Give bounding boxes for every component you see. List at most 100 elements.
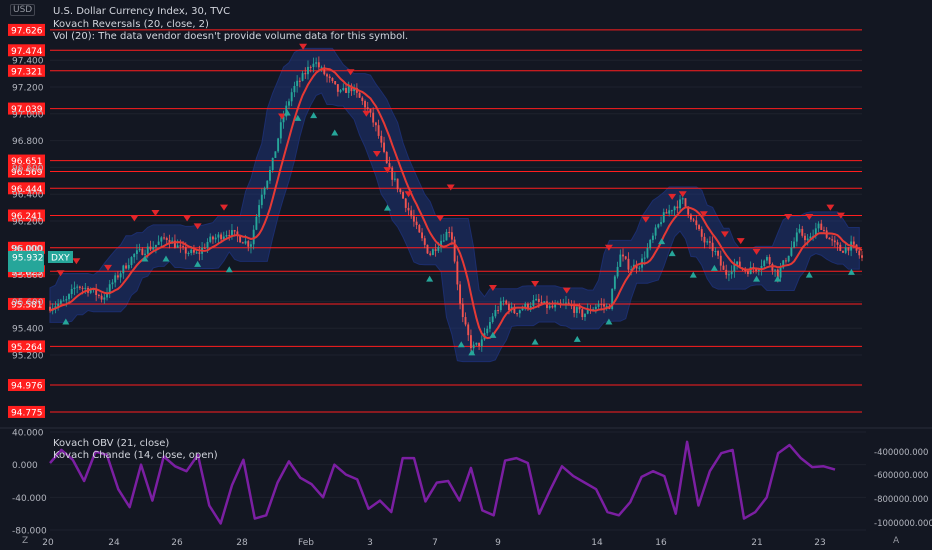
candle-body [274, 151, 277, 158]
candle-body [847, 247, 850, 251]
candle-body [611, 288, 614, 310]
candle-body [127, 265, 130, 269]
price-tick-label: 95.800 [12, 271, 44, 281]
candle-body [518, 310, 521, 314]
candle-body [135, 250, 138, 254]
candle-body [252, 229, 255, 245]
candle-body [643, 257, 646, 259]
candle-body [89, 290, 92, 293]
currency-button[interactable]: USD [10, 4, 36, 16]
candle-body [173, 240, 176, 248]
buy-signal-marker [710, 264, 718, 271]
candle-body [334, 81, 337, 85]
candle-body [657, 224, 660, 228]
candle-body [475, 342, 478, 345]
buy-signal-marker [847, 268, 855, 275]
candle-body [331, 78, 334, 82]
buy-signal-marker [805, 271, 813, 278]
candle-body [448, 231, 451, 233]
candle-body [736, 261, 739, 265]
candle-body [505, 300, 508, 304]
candle-body [820, 223, 823, 230]
candle-body [95, 288, 98, 295]
candle-body [708, 241, 711, 243]
candle-body [293, 85, 296, 93]
price-axis[interactable]: 95.200 95.400 95.600 95.800 96.000 96.200 96.4… [12, 57, 44, 362]
candle-body [787, 255, 790, 262]
candle-body [407, 207, 410, 211]
candle-body [725, 269, 728, 275]
time-axis[interactable]: 20 24 26 28 Feb 3 7 9 14 16 21 23 [42, 538, 825, 548]
candle-body [263, 188, 266, 195]
level-label: 95.825 [11, 268, 43, 278]
level-label-badge [8, 102, 45, 115]
candle-body [315, 62, 318, 64]
candle-body [239, 236, 242, 243]
candle-body [456, 261, 459, 285]
indicator-volume[interactable]: Vol (20): The data vendor doesn't provid… [53, 31, 409, 42]
level-label: 97.474 [11, 47, 43, 57]
candle-body [445, 231, 448, 241]
time-tick-label: 26 [171, 538, 183, 548]
candle-body [187, 252, 190, 254]
candle-body [388, 163, 391, 168]
time-tick-label: 3 [367, 538, 373, 548]
candle-body [662, 212, 665, 223]
candle-body [301, 73, 304, 81]
sell-signal-marker [446, 184, 455, 191]
candle-body [565, 302, 567, 304]
moving-average [49, 67, 863, 340]
candle-body [804, 235, 806, 241]
candle-body [749, 266, 752, 275]
sell-signal-marker [488, 285, 497, 291]
zoom-button[interactable]: Z [22, 536, 29, 546]
candle-body [730, 271, 733, 275]
oscillator-pane: 40.000 0.000 -40.000 -80.000 -400000.000 -600… [12, 429, 932, 537]
candle-body [817, 223, 820, 229]
chart-title[interactable]: U.S. Dollar Currency Index, 30, TVC [53, 6, 231, 17]
candle-body [84, 287, 87, 289]
indicator-kovach-chande[interactable]: Kovach Chande (14, close, open) [53, 450, 218, 461]
sell-signal-marker [562, 287, 571, 294]
candle-body [638, 267, 641, 269]
auto-scale-button[interactable]: A [893, 536, 900, 546]
candle-body [266, 180, 269, 189]
candle-body [160, 237, 163, 242]
candle-body [184, 247, 187, 254]
candle-body [125, 265, 127, 269]
candle-body [380, 135, 383, 143]
candle-body [154, 244, 157, 248]
sell-signal-marker [641, 216, 650, 223]
buy-signal-marker [194, 260, 202, 267]
candle-body [195, 252, 198, 254]
candle-body [586, 309, 589, 314]
candle-body [823, 229, 825, 231]
indicator-kovach-obv[interactable]: Kovach OBV (21, close) [53, 438, 170, 449]
candle-body [225, 235, 228, 237]
candle-body [508, 303, 510, 311]
indicator-kovach-reversals[interactable]: Kovach Reversals (20, close, 2) [53, 18, 209, 30]
level-label-badge [8, 182, 45, 195]
candle-body [619, 254, 622, 267]
candle-body [54, 306, 57, 309]
osc-tick-label: 40.000 [12, 429, 44, 439]
candle-body [220, 234, 223, 240]
candle-body [68, 294, 70, 300]
candle-body [660, 222, 662, 225]
candle-body [768, 257, 771, 264]
level-label: 96.651 [11, 157, 43, 167]
sell-signal-marker [736, 238, 745, 245]
price-tick-label: 96.600 [12, 164, 44, 174]
sell-signal-marker [362, 110, 371, 117]
candle-body [755, 269, 758, 271]
candle-body [801, 228, 804, 236]
candle-body [374, 122, 377, 126]
candle-body [211, 236, 214, 240]
candle-body [831, 239, 834, 241]
candle-body [168, 239, 171, 244]
candle-body [214, 237, 217, 240]
candle-body [385, 151, 388, 164]
candle-body [548, 305, 551, 308]
price-tick-label: 96.400 [12, 191, 44, 201]
level-label: 96.444 [11, 185, 43, 195]
